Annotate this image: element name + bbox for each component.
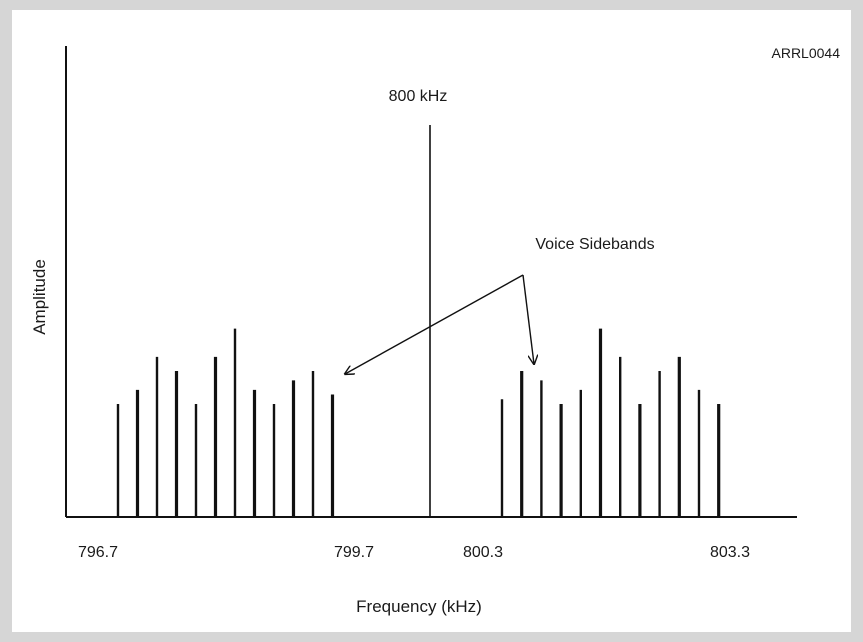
x-tick-labels: 796.7 799.7 800.3 803.3	[78, 544, 750, 561]
x-tick-label: 799.7	[334, 544, 374, 561]
x-tick-label: 800.3	[463, 544, 503, 561]
annotation-arrow-left	[345, 274, 524, 374]
x-tick-label: 803.3	[710, 544, 750, 561]
sideband-bars	[116, 328, 721, 517]
carrier-label: 800 kHz	[389, 88, 448, 105]
stamp-label: ARRL0044	[772, 45, 841, 61]
y-axis-label: Amplitude	[30, 259, 49, 335]
x-tick-label: 796.7	[78, 544, 118, 561]
annotation-label: Voice Sidebands	[535, 236, 654, 253]
chart-panel	[12, 10, 851, 632]
x-axis-label: Frequency (kHz)	[356, 597, 482, 616]
annotation-arrow-right	[522, 274, 534, 364]
